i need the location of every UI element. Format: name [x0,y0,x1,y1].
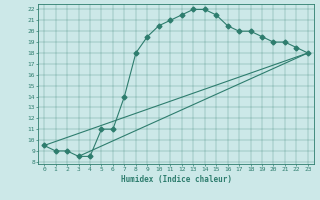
X-axis label: Humidex (Indice chaleur): Humidex (Indice chaleur) [121,175,231,184]
